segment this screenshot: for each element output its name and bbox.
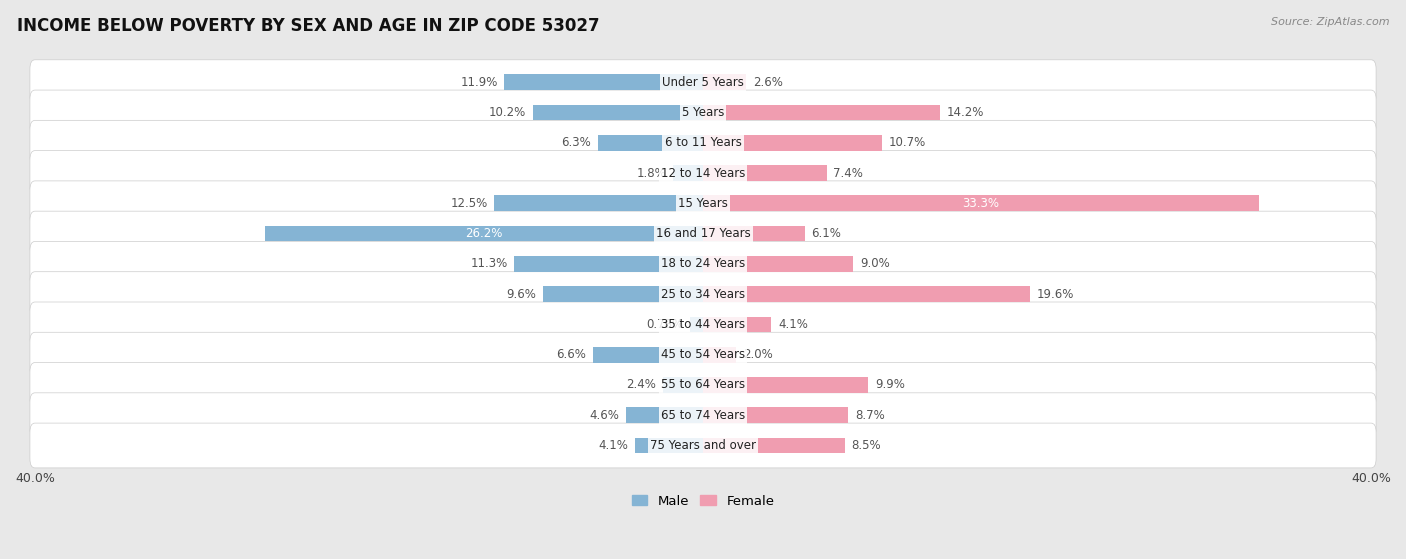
Bar: [703, 196, 1260, 211]
Text: Source: ZipAtlas.com: Source: ZipAtlas.com: [1271, 17, 1389, 27]
Bar: [703, 438, 845, 453]
Text: 15 Years: 15 Years: [678, 197, 728, 210]
Text: 6.3%: 6.3%: [561, 136, 591, 149]
Text: 45 to 54 Years: 45 to 54 Years: [661, 348, 745, 361]
Bar: [515, 256, 703, 272]
Text: 2.4%: 2.4%: [626, 378, 657, 391]
Bar: [703, 74, 747, 90]
Text: 11.3%: 11.3%: [471, 257, 508, 271]
Legend: Male, Female: Male, Female: [626, 489, 780, 513]
Text: 8.7%: 8.7%: [855, 409, 884, 421]
Text: 6.6%: 6.6%: [557, 348, 586, 361]
Bar: [690, 316, 703, 332]
Text: 16 and 17 Years: 16 and 17 Years: [655, 227, 751, 240]
Text: 25 to 34 Years: 25 to 34 Years: [661, 288, 745, 301]
Text: Under 5 Years: Under 5 Years: [662, 75, 744, 89]
Text: 12.5%: 12.5%: [450, 197, 488, 210]
Text: 1.8%: 1.8%: [637, 167, 666, 179]
Bar: [703, 135, 882, 150]
Bar: [533, 105, 703, 120]
Bar: [543, 286, 703, 302]
FancyBboxPatch shape: [30, 393, 1376, 438]
Text: 8.5%: 8.5%: [852, 439, 882, 452]
Text: 6 to 11 Years: 6 to 11 Years: [665, 136, 741, 149]
FancyBboxPatch shape: [30, 302, 1376, 347]
Text: 4.1%: 4.1%: [778, 318, 808, 331]
FancyBboxPatch shape: [30, 241, 1376, 286]
Text: 75 Years and over: 75 Years and over: [650, 439, 756, 452]
Bar: [703, 226, 804, 241]
Text: 26.2%: 26.2%: [465, 227, 503, 240]
Bar: [593, 347, 703, 363]
Text: 33.3%: 33.3%: [963, 197, 1000, 210]
FancyBboxPatch shape: [30, 332, 1376, 377]
Text: 2.6%: 2.6%: [754, 75, 783, 89]
Text: 7.4%: 7.4%: [834, 167, 863, 179]
Text: 2.0%: 2.0%: [744, 348, 773, 361]
FancyBboxPatch shape: [30, 272, 1376, 316]
Text: 35 to 44 Years: 35 to 44 Years: [661, 318, 745, 331]
FancyBboxPatch shape: [30, 423, 1376, 468]
Bar: [626, 408, 703, 423]
Bar: [703, 105, 941, 120]
Text: 19.6%: 19.6%: [1038, 288, 1074, 301]
Bar: [634, 438, 703, 453]
Bar: [495, 196, 703, 211]
Bar: [673, 165, 703, 181]
Text: 9.6%: 9.6%: [506, 288, 536, 301]
Text: 14.2%: 14.2%: [946, 106, 984, 119]
FancyBboxPatch shape: [30, 211, 1376, 256]
Bar: [703, 286, 1031, 302]
FancyBboxPatch shape: [30, 90, 1376, 135]
Text: 10.7%: 10.7%: [889, 136, 925, 149]
Text: 11.9%: 11.9%: [460, 75, 498, 89]
Bar: [703, 408, 848, 423]
Bar: [598, 135, 703, 150]
Bar: [266, 226, 703, 241]
Text: 4.6%: 4.6%: [589, 409, 620, 421]
FancyBboxPatch shape: [30, 363, 1376, 408]
Text: 12 to 14 Years: 12 to 14 Years: [661, 167, 745, 179]
Text: INCOME BELOW POVERTY BY SEX AND AGE IN ZIP CODE 53027: INCOME BELOW POVERTY BY SEX AND AGE IN Z…: [17, 17, 599, 35]
Text: 9.9%: 9.9%: [875, 378, 905, 391]
Text: 55 to 64 Years: 55 to 64 Years: [661, 378, 745, 391]
Bar: [703, 347, 737, 363]
Bar: [703, 256, 853, 272]
Bar: [662, 377, 703, 393]
Text: 0.78%: 0.78%: [647, 318, 683, 331]
Text: 6.1%: 6.1%: [811, 227, 841, 240]
FancyBboxPatch shape: [30, 120, 1376, 165]
FancyBboxPatch shape: [30, 181, 1376, 226]
FancyBboxPatch shape: [30, 150, 1376, 196]
Bar: [703, 165, 827, 181]
Bar: [703, 316, 772, 332]
Text: 9.0%: 9.0%: [860, 257, 890, 271]
Bar: [505, 74, 703, 90]
Text: 65 to 74 Years: 65 to 74 Years: [661, 409, 745, 421]
Text: 5 Years: 5 Years: [682, 106, 724, 119]
Text: 4.1%: 4.1%: [598, 439, 628, 452]
Text: 18 to 24 Years: 18 to 24 Years: [661, 257, 745, 271]
Text: 10.2%: 10.2%: [489, 106, 526, 119]
FancyBboxPatch shape: [30, 60, 1376, 105]
Bar: [703, 377, 869, 393]
